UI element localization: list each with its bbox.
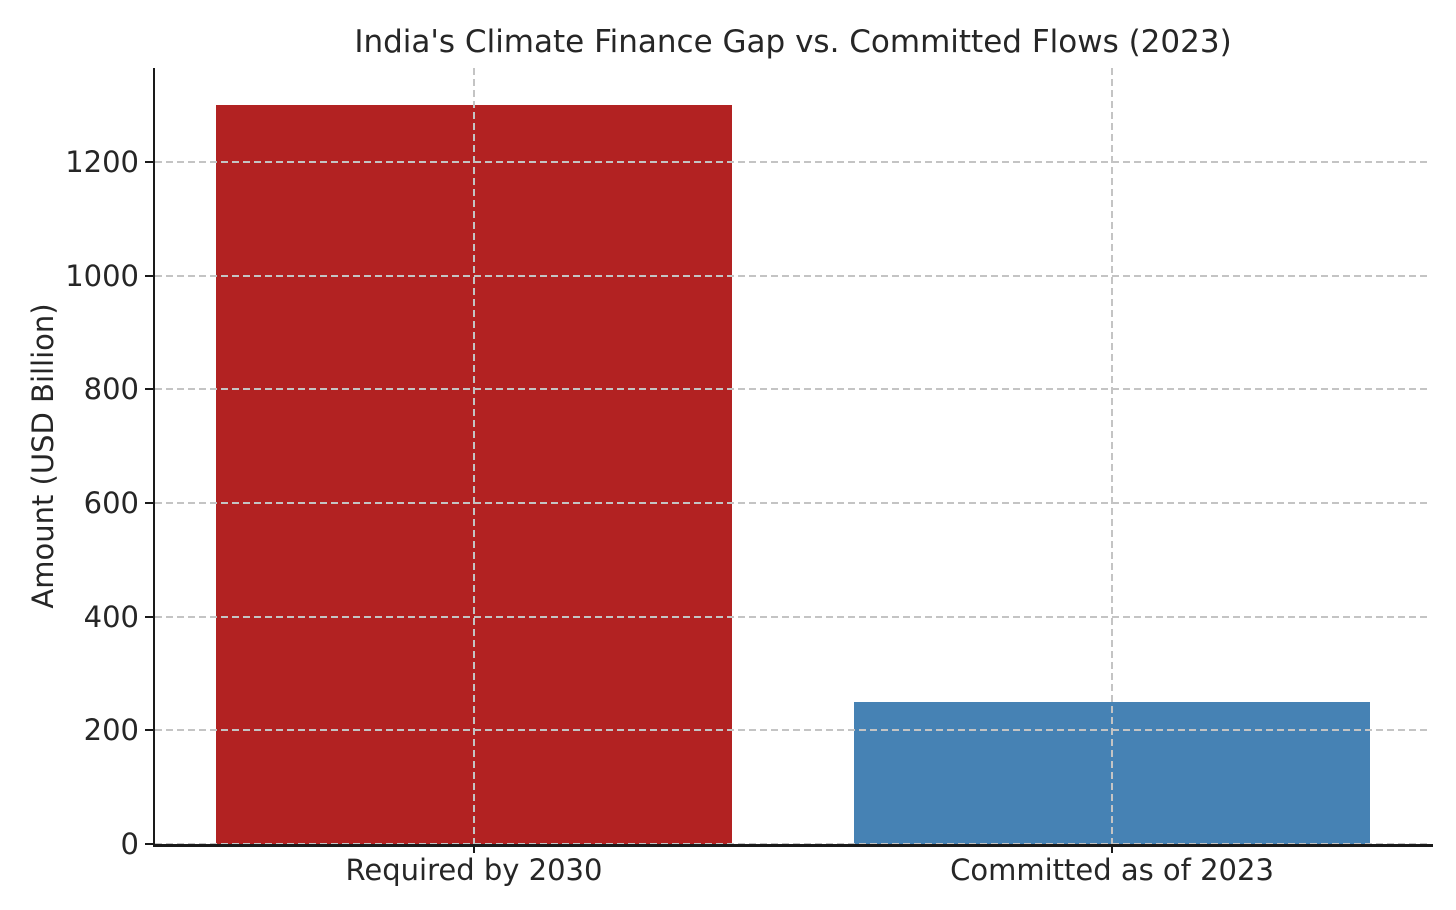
y-tick-mark xyxy=(145,274,153,277)
gridline-horizontal xyxy=(155,274,1431,277)
y-tick-label: 800 xyxy=(83,372,139,407)
gridline-vertical xyxy=(473,68,475,844)
y-tick-mark xyxy=(145,160,153,163)
y-tick-mark xyxy=(145,729,153,732)
y-tick-mark xyxy=(145,501,153,504)
gridline-horizontal xyxy=(155,501,1431,504)
y-tick-mark xyxy=(145,843,153,845)
y-tick-label: 400 xyxy=(83,599,139,634)
y-tick-mark xyxy=(145,388,153,391)
gridline-horizontal xyxy=(155,388,1431,391)
x-tick-label: Required by 2030 xyxy=(345,853,603,887)
gridline-horizontal xyxy=(155,160,1431,163)
y-axis-label: Amount (USD Billion) xyxy=(26,303,60,609)
y-axis-spine xyxy=(153,68,155,846)
y-tick-label: 1000 xyxy=(65,258,139,293)
gridline-horizontal xyxy=(155,729,1431,732)
y-tick-label: 1200 xyxy=(65,144,139,179)
gridline-horizontal xyxy=(155,615,1431,618)
x-axis-spine xyxy=(153,844,1433,847)
y-tick-label: 0 xyxy=(120,827,139,861)
y-tick-label: 600 xyxy=(83,485,139,520)
y-tick-mark xyxy=(145,615,153,618)
plot-area: Committed as of 2023 Required by 2030 1200… xyxy=(65,68,1433,887)
x-tick-label: Committed as of 2023 xyxy=(950,853,1274,887)
x-tick-mark xyxy=(1111,844,1113,853)
x-tick-mark xyxy=(473,844,475,853)
y-tick-label: 200 xyxy=(83,713,139,748)
chart-title: India's Climate Finance Gap vs. Committe… xyxy=(354,24,1232,60)
gridline-vertical xyxy=(1111,68,1113,844)
